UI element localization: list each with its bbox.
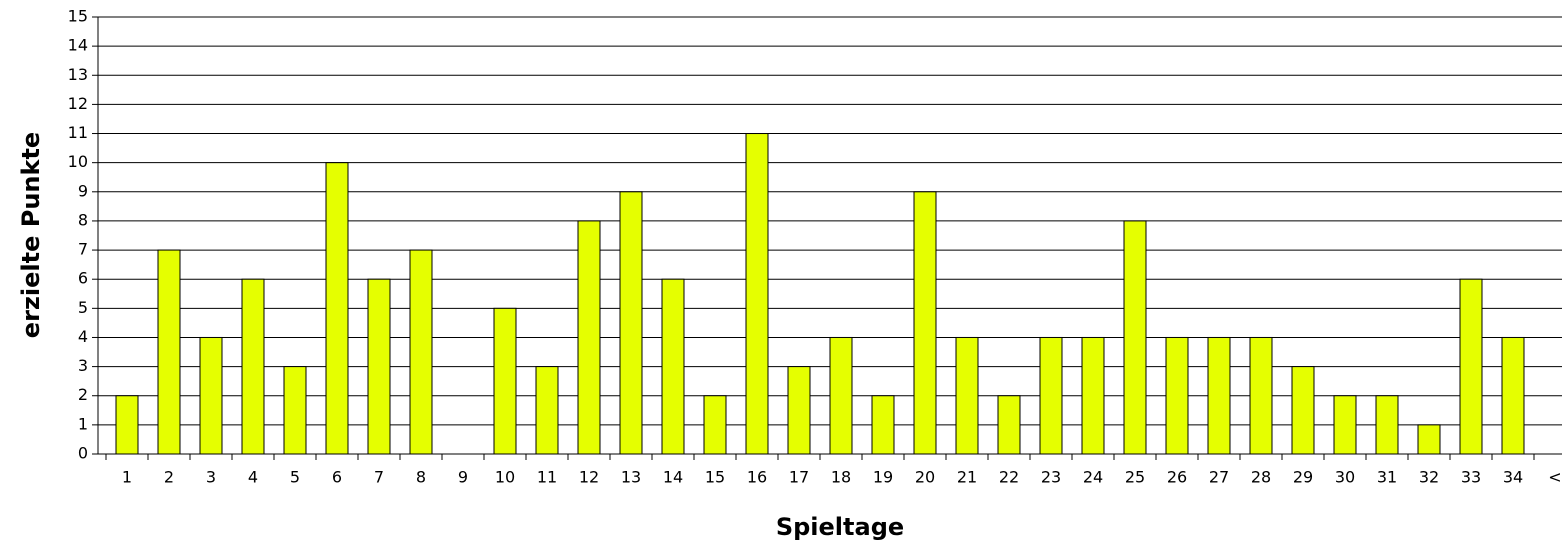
x-tick-label: 3: [206, 468, 216, 487]
y-tick-label: 12: [68, 94, 88, 113]
bar: [1501, 336, 1525, 455]
x-tick-label: 8: [416, 468, 426, 487]
x-tick-label: 10: [495, 468, 515, 487]
x-axis-title: Spieltage: [776, 513, 904, 541]
x-tick-label: 13: [621, 468, 641, 487]
x-tick-label: 24: [1083, 468, 1103, 487]
x-tick-label: 18: [831, 468, 851, 487]
x-tick-label: 17: [789, 468, 809, 487]
x-tick-label: 33: [1461, 468, 1481, 487]
bar: [661, 278, 685, 455]
bar: [1207, 336, 1231, 455]
y-tick-label: 9: [78, 181, 88, 200]
x-tick-label: 32: [1419, 468, 1439, 487]
y-tick-label: 13: [68, 65, 88, 84]
bar: [955, 336, 979, 455]
y-tick-label: 6: [78, 269, 88, 288]
bar: [1459, 278, 1483, 455]
bar: [1417, 424, 1441, 455]
bar: [703, 395, 727, 455]
x-tick-label: 31: [1377, 468, 1397, 487]
x-tick-label: 7: [374, 468, 384, 487]
x-tick-label: 21: [957, 468, 977, 487]
bar: [1165, 336, 1189, 455]
y-tick-label: 10: [68, 152, 88, 171]
y-tick-label: 15: [68, 7, 88, 26]
x-tick-label: 11: [537, 468, 557, 487]
bar: [1249, 336, 1273, 455]
x-tick-label: 4: [248, 468, 258, 487]
bar: [1081, 336, 1105, 455]
x-tick-label: <: [1548, 468, 1561, 487]
bar: [199, 336, 223, 455]
y-tick-label: 7: [78, 240, 88, 259]
x-tick-label: 34: [1503, 468, 1523, 487]
x-tick-label: 9: [458, 468, 468, 487]
bar: [619, 191, 643, 455]
bar: [1123, 220, 1147, 455]
bar: [241, 278, 265, 455]
y-tick-label: 3: [78, 356, 88, 375]
bar: [913, 191, 937, 455]
x-tick-label: 15: [705, 468, 725, 487]
bar: [829, 336, 853, 455]
x-tick-label: 14: [663, 468, 683, 487]
y-axis-title: erzielte Punkte: [17, 132, 45, 338]
bar: [115, 395, 139, 455]
y-tick-label: 5: [78, 298, 88, 317]
x-tick-label: 23: [1041, 468, 1061, 487]
y-tick-label: 14: [68, 36, 88, 55]
bar: [577, 220, 601, 455]
x-tick-label: 1: [122, 468, 132, 487]
bar: [1039, 336, 1063, 455]
bar: [157, 249, 181, 455]
y-tick-label: 8: [78, 210, 88, 229]
x-tick-label: 28: [1251, 468, 1271, 487]
bar: [367, 278, 391, 455]
bar: [283, 366, 307, 455]
x-tick-label: 26: [1167, 468, 1187, 487]
bar: [1333, 395, 1357, 455]
x-tick-label: 6: [332, 468, 342, 487]
bar: [745, 133, 769, 455]
x-tick-label: 2: [164, 468, 174, 487]
y-tick-label: 4: [78, 327, 88, 346]
x-tick-label: 29: [1293, 468, 1313, 487]
bar: [1291, 366, 1315, 455]
bar: [493, 307, 517, 455]
x-tick-label: 12: [579, 468, 599, 487]
y-tick-label: 11: [68, 123, 88, 142]
bar: [787, 366, 811, 455]
y-tick-label: 2: [78, 385, 88, 404]
x-tick-label: 22: [999, 468, 1019, 487]
x-tick-label: 25: [1125, 468, 1145, 487]
x-tick-label: 30: [1335, 468, 1355, 487]
bar: [997, 395, 1021, 455]
y-tick-label: 0: [78, 444, 88, 463]
y-tick-label: 1: [78, 414, 88, 433]
x-tick-label: 5: [290, 468, 300, 487]
bar: [409, 249, 433, 455]
x-tick-label: 20: [915, 468, 935, 487]
x-tick-label: 16: [747, 468, 767, 487]
bar: [535, 366, 559, 455]
x-tick-label: 27: [1209, 468, 1229, 487]
bar: [1375, 395, 1399, 455]
bar: [325, 162, 349, 455]
x-tick-label: 19: [873, 468, 893, 487]
bar: [871, 395, 895, 455]
